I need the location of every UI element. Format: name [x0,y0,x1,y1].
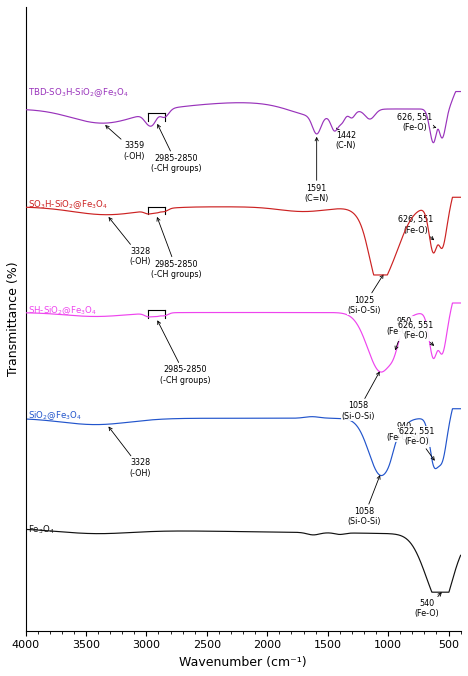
Text: 1058
(Si-O-Si): 1058 (Si-O-Si) [347,476,380,527]
Text: 1442
(C-N): 1442 (C-N) [336,128,356,150]
Text: TBD-SO$_3$H-SiO$_2$@Fe$_3$O$_4$: TBD-SO$_3$H-SiO$_2$@Fe$_3$O$_4$ [28,86,129,99]
X-axis label: Wavenumber (cm⁻¹): Wavenumber (cm⁻¹) [179,656,307,669]
Text: 3359
(-OH): 3359 (-OH) [106,126,145,161]
Y-axis label: Transmittance (%): Transmittance (%) [7,262,20,376]
Text: SO$_3$H-SiO$_2$@Fe$_3$O$_4$: SO$_3$H-SiO$_2$@Fe$_3$O$_4$ [28,198,108,211]
Text: 540
(Fe-O): 540 (Fe-O) [414,593,441,619]
Text: 2985-2850
(-CH groups): 2985-2850 (-CH groups) [158,321,210,385]
Text: 626, 551
(Fe-O): 626, 551 (Fe-O) [397,113,436,132]
Text: 3328
(-OH): 3328 (-OH) [109,218,151,266]
Text: 1591
(C=N): 1591 (C=N) [305,138,329,203]
Text: 1025
(Si-O-Si): 1025 (Si-O-Si) [347,275,383,315]
Text: 2985-2850
(-CH groups): 2985-2850 (-CH groups) [151,218,202,279]
Text: 3328
(-OH): 3328 (-OH) [109,427,151,478]
Text: 622, 551
(Fe-O): 622, 551 (Fe-O) [399,427,435,460]
Text: 1058
(Si-O-Si): 1058 (Si-O-Si) [341,372,379,420]
Text: 950
(Fe-O-Si): 950 (Fe-O-Si) [386,317,422,349]
Text: 626, 551
(Fe-O): 626, 551 (Fe-O) [398,215,434,240]
Text: 626, 551
(Fe-O): 626, 551 (Fe-O) [398,321,433,345]
Text: SH-SiO$_2$@Fe$_3$O$_4$: SH-SiO$_2$@Fe$_3$O$_4$ [28,304,97,317]
Text: SiO$_2$@Fe$_3$O$_4$: SiO$_2$@Fe$_3$O$_4$ [28,410,82,422]
Text: Fe$_3$O$_4$: Fe$_3$O$_4$ [28,523,55,535]
Text: 2985-2850
(-CH groups): 2985-2850 (-CH groups) [151,124,202,173]
Text: 940
(Fe-O-Si): 940 (Fe-O-Si) [386,422,422,442]
